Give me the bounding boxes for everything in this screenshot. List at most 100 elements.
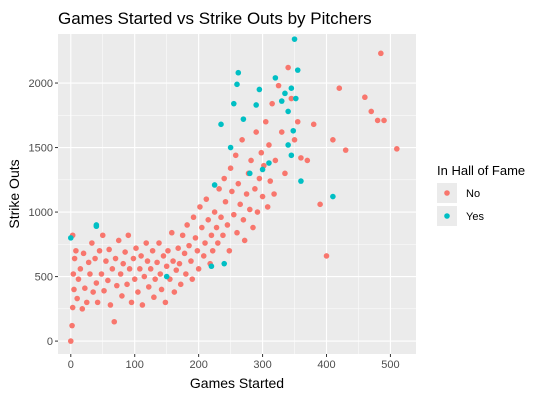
data-point-no [69, 322, 75, 329]
legend-title: In Hall of Fame [437, 163, 525, 178]
data-point-no [177, 281, 184, 288]
data-point-no [71, 255, 78, 262]
data-point-no [298, 155, 304, 161]
data-point-yes [227, 144, 234, 151]
data-point-no [226, 247, 233, 254]
x-tick-label: 400 [317, 359, 335, 371]
data-point-no [124, 281, 130, 288]
data-point-no [264, 204, 271, 210]
data-point-no [82, 285, 88, 291]
data-point-no [278, 129, 285, 135]
data-point-no [170, 258, 176, 264]
data-point-no [69, 304, 76, 311]
data-point-no [176, 260, 183, 267]
data-point-no [183, 271, 189, 277]
plot-panel [58, 34, 416, 354]
data-point-no [111, 318, 118, 325]
legend-marker-no [444, 190, 450, 196]
data-point-no [266, 142, 272, 148]
data-point-yes [266, 160, 272, 166]
major-gridlines [58, 34, 416, 354]
data-point-no [259, 193, 266, 200]
data-point-no [317, 201, 323, 208]
series-yes-points [67, 36, 336, 280]
data-point-no [151, 294, 157, 301]
data-point-no [203, 196, 210, 202]
data-point-no [135, 289, 141, 295]
data-point-no [74, 295, 80, 302]
data-point-yes [298, 178, 304, 184]
data-point-no [137, 266, 143, 272]
data-point-yes [293, 95, 299, 102]
data-point-yes [290, 127, 297, 134]
data-point-no [267, 178, 274, 184]
y-tick-label: 2000 [29, 78, 53, 90]
data-point-no [342, 147, 349, 153]
data-point-no [200, 253, 207, 259]
data-point-yes [218, 121, 224, 128]
data-point-no [323, 253, 330, 259]
data-point-no [202, 240, 208, 246]
data-point-no [80, 250, 87, 257]
data-point-no [288, 95, 295, 102]
x-tick-label: 300 [253, 359, 271, 371]
chart-title: Games Started vs Strike Outs by Pitchers [58, 9, 372, 28]
data-point-no [374, 117, 381, 124]
legend-label-no: No [466, 188, 480, 200]
data-point-no [199, 224, 205, 231]
data-point-no [258, 149, 265, 156]
data-point-no [149, 247, 156, 254]
data-point-no [368, 108, 375, 115]
y-axis-ticks: 0 500 1000 1500 2000 [29, 78, 58, 348]
data-point-no [79, 306, 86, 312]
data-point-yes [282, 90, 288, 97]
minor-gridlines [58, 34, 416, 354]
data-point-no [92, 255, 98, 262]
data-point-no [256, 175, 263, 182]
data-point-yes [246, 170, 253, 177]
data-point-yes [221, 260, 228, 267]
data-point-no [336, 85, 343, 91]
data-point-yes [259, 166, 266, 173]
data-point-yes [163, 273, 170, 280]
data-point-no [181, 250, 188, 257]
data-point-no [157, 271, 164, 277]
data-point-no [120, 260, 127, 267]
data-point-yes [291, 36, 298, 42]
data-point-yes [253, 102, 259, 108]
data-point-no [282, 170, 288, 177]
data-point-no [239, 137, 245, 143]
data-point-no [291, 137, 298, 143]
data-point-no [218, 214, 224, 221]
y-tick-label: 1500 [29, 143, 53, 155]
x-axis-label: Games Started [190, 375, 284, 391]
data-point-no [222, 198, 229, 205]
data-point-no [96, 247, 103, 254]
data-point-no [165, 247, 171, 254]
data-point-no [89, 240, 95, 246]
legend: In Hall of Fame No Yes [437, 163, 525, 226]
data-point-no [208, 232, 215, 239]
data-point-yes [294, 67, 301, 73]
data-point-no [253, 129, 259, 135]
data-point-yes [256, 86, 263, 93]
data-point-no [94, 299, 101, 306]
y-tick-label: 0 [47, 336, 53, 348]
data-point-no [241, 237, 248, 244]
x-tick-label: 0 [68, 359, 74, 371]
data-point-no [179, 232, 186, 239]
data-point-no [147, 266, 154, 272]
data-point-no [162, 299, 169, 306]
data-point-no [275, 82, 282, 89]
data-point-no [67, 338, 74, 344]
data-point-no [250, 224, 256, 231]
data-point-no [90, 289, 96, 295]
data-point-yes [235, 69, 242, 76]
data-point-no [85, 259, 92, 266]
data-point-yes [272, 75, 279, 81]
data-point-no [163, 263, 170, 270]
data-point-no [213, 224, 220, 231]
data-point-no [171, 289, 178, 295]
data-point-no [139, 302, 146, 308]
data-point-no [220, 232, 226, 239]
